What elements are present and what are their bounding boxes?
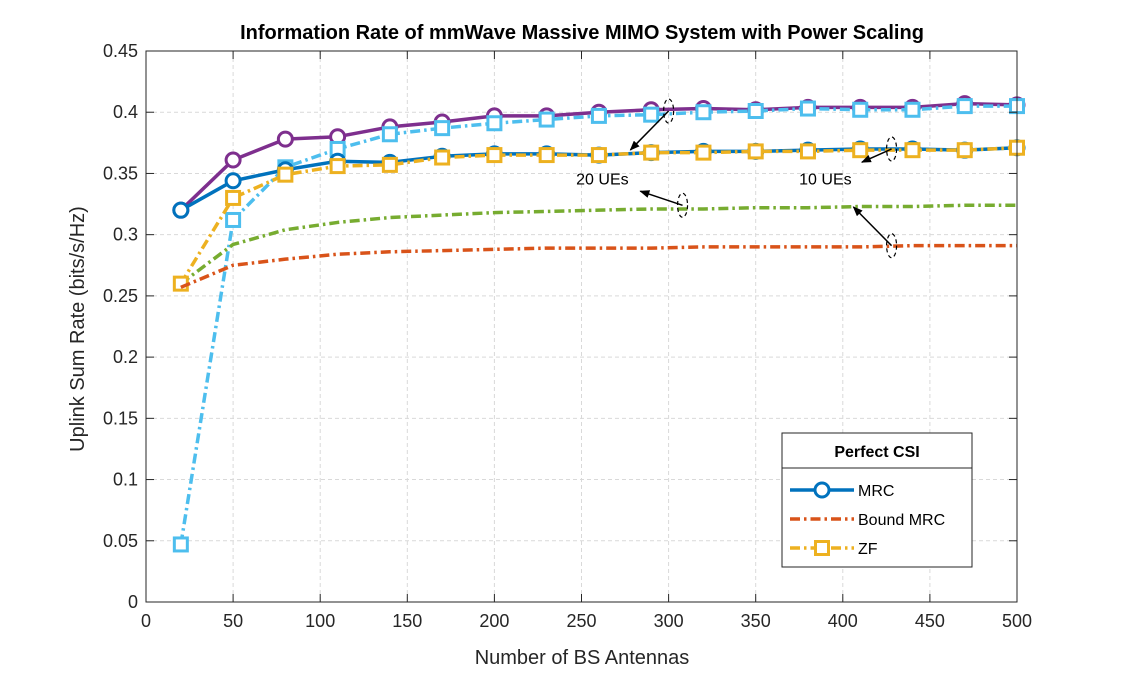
data-point	[852, 101, 869, 118]
series-4	[172, 139, 1025, 292]
legend-entry: MRC	[790, 481, 894, 500]
annotation-ellipse	[662, 98, 675, 124]
plot-area: 20 UEs 10 UEs 0 50 100 150 200 250 300 350 400 45…	[103, 41, 1032, 631]
data-point	[799, 100, 816, 117]
series-line	[179, 203, 1017, 286]
data-point	[172, 201, 190, 219]
y-tick-label: 0.25	[103, 286, 138, 306]
data-point	[224, 172, 242, 190]
x-tick-label: 250	[566, 611, 596, 631]
data-point	[904, 142, 921, 159]
series-line	[180, 243, 1017, 289]
data-point	[225, 189, 242, 206]
data-point	[590, 147, 607, 164]
series-layer	[172, 95, 1026, 553]
axis-ticks: 0 50 100 150 200 250 300 350 400 450 500 0 0.05 0.1 0.…	[103, 41, 1032, 631]
data-point	[956, 98, 973, 115]
data-point	[747, 102, 764, 119]
annotation-arrow	[852, 206, 893, 247]
x-tick-label: 450	[915, 611, 945, 631]
data-point	[695, 144, 712, 161]
annotation-layer: 20 UEs 10 UEs	[576, 98, 898, 259]
data-point	[434, 149, 451, 166]
data-point	[799, 143, 816, 160]
legend-entry: Bound MRC	[790, 512, 945, 529]
data-point	[643, 106, 660, 123]
legend-label: Bound MRC	[858, 512, 945, 529]
data-point	[852, 142, 869, 159]
annotation-arrow	[639, 190, 683, 206]
x-tick-label: 100	[305, 611, 335, 631]
data-point	[956, 142, 973, 159]
annotation-10-ues: 10 UEs	[799, 171, 851, 188]
data-point	[381, 126, 398, 143]
series-2	[179, 203, 1017, 286]
data-point	[381, 156, 398, 173]
data-point	[590, 107, 607, 124]
data-point	[486, 147, 503, 164]
y-tick-label: 0.15	[103, 408, 138, 428]
x-tick-label: 200	[479, 611, 509, 631]
legend: Perfect CSI MRC Bound MRC ZF	[781, 432, 973, 568]
y-tick-label: 0.4	[113, 102, 138, 122]
annotation-ellipse	[885, 233, 898, 259]
y-tick-label: 0.35	[103, 163, 138, 183]
legend-title: Perfect CSI	[834, 444, 919, 461]
data-point	[434, 120, 451, 137]
x-tick-label: 400	[828, 611, 858, 631]
data-point	[224, 151, 242, 169]
data-point	[277, 166, 294, 183]
annotation-arrow	[629, 110, 670, 151]
legend-label: ZF	[858, 541, 878, 558]
legend-entries: MRC Bound MRC ZF	[790, 481, 945, 558]
data-point	[747, 143, 764, 160]
x-tick-label: 0	[141, 611, 151, 631]
grid-lines	[146, 51, 1017, 602]
annotation-arrow	[861, 148, 892, 163]
y-tick-label: 0.05	[103, 531, 138, 551]
data-point	[538, 147, 555, 164]
series-5	[180, 243, 1017, 289]
x-tick-label: 50	[223, 611, 243, 631]
data-point	[538, 111, 555, 128]
y-tick-label: 0.2	[113, 347, 138, 367]
y-tick-label: 0.3	[113, 225, 138, 245]
x-axis-label: Number of BS Antennas	[475, 647, 690, 669]
legend-box	[781, 432, 973, 568]
legend-marker	[814, 540, 830, 556]
y-axis-label: Uplink Sum Rate (bits/s/Hz)	[67, 206, 89, 452]
x-tick-label: 350	[741, 611, 771, 631]
legend-entry: ZF	[790, 540, 878, 558]
data-point	[329, 158, 346, 175]
chart-title: Information Rate of mmWave Massive MIMO …	[240, 22, 924, 44]
x-tick-label: 150	[392, 611, 422, 631]
data-point	[486, 115, 503, 132]
y-tick-label: 0	[128, 592, 138, 612]
data-point	[904, 101, 921, 118]
y-tick-label: 0.1	[113, 470, 138, 490]
annotation-ellipse	[885, 136, 898, 162]
data-point	[225, 211, 242, 228]
data-point	[172, 536, 189, 553]
annotation-ellipse	[676, 192, 689, 218]
annotation-20-ues: 20 UEs	[576, 171, 628, 188]
data-point	[643, 144, 660, 161]
legend-label: MRC	[858, 483, 894, 500]
data-point	[695, 104, 712, 121]
x-tick-label: 300	[654, 611, 684, 631]
data-point	[276, 130, 294, 148]
x-tick-label: 500	[1002, 611, 1032, 631]
y-tick-label: 0.45	[103, 41, 138, 61]
legend-marker	[813, 481, 831, 499]
